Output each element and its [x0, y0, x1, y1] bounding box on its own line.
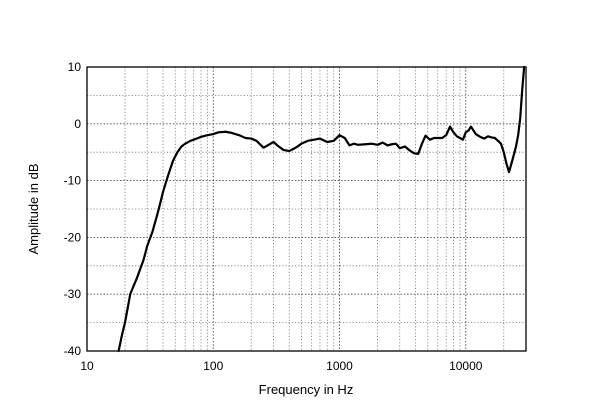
- x-tick-label: 1000: [326, 359, 353, 373]
- y-tick-label: -30: [64, 287, 82, 301]
- y-tick-label: 10: [68, 60, 82, 74]
- x-tick-labels: 10 100 1000 10000: [80, 359, 482, 373]
- series-line-amplitude: [117, 65, 526, 353]
- plot-frame: [86, 66, 527, 352]
- y-tick-label: -10: [64, 174, 82, 188]
- grid-lines: [87, 67, 526, 351]
- y-tick-labels: 10 0 -10 -20 -30 -40: [64, 60, 82, 358]
- x-tick-label: 10: [80, 359, 94, 373]
- y-tick-label: -40: [64, 344, 82, 358]
- x-axis-label: Frequency in Hz: [259, 382, 354, 397]
- x-tick-label: 100: [203, 359, 223, 373]
- x-tick-label: 10000: [449, 359, 483, 373]
- y-tick-label: -20: [64, 230, 82, 244]
- y-axis-label: Amplitude in dB: [26, 163, 41, 254]
- y-tick-label: 0: [74, 117, 81, 131]
